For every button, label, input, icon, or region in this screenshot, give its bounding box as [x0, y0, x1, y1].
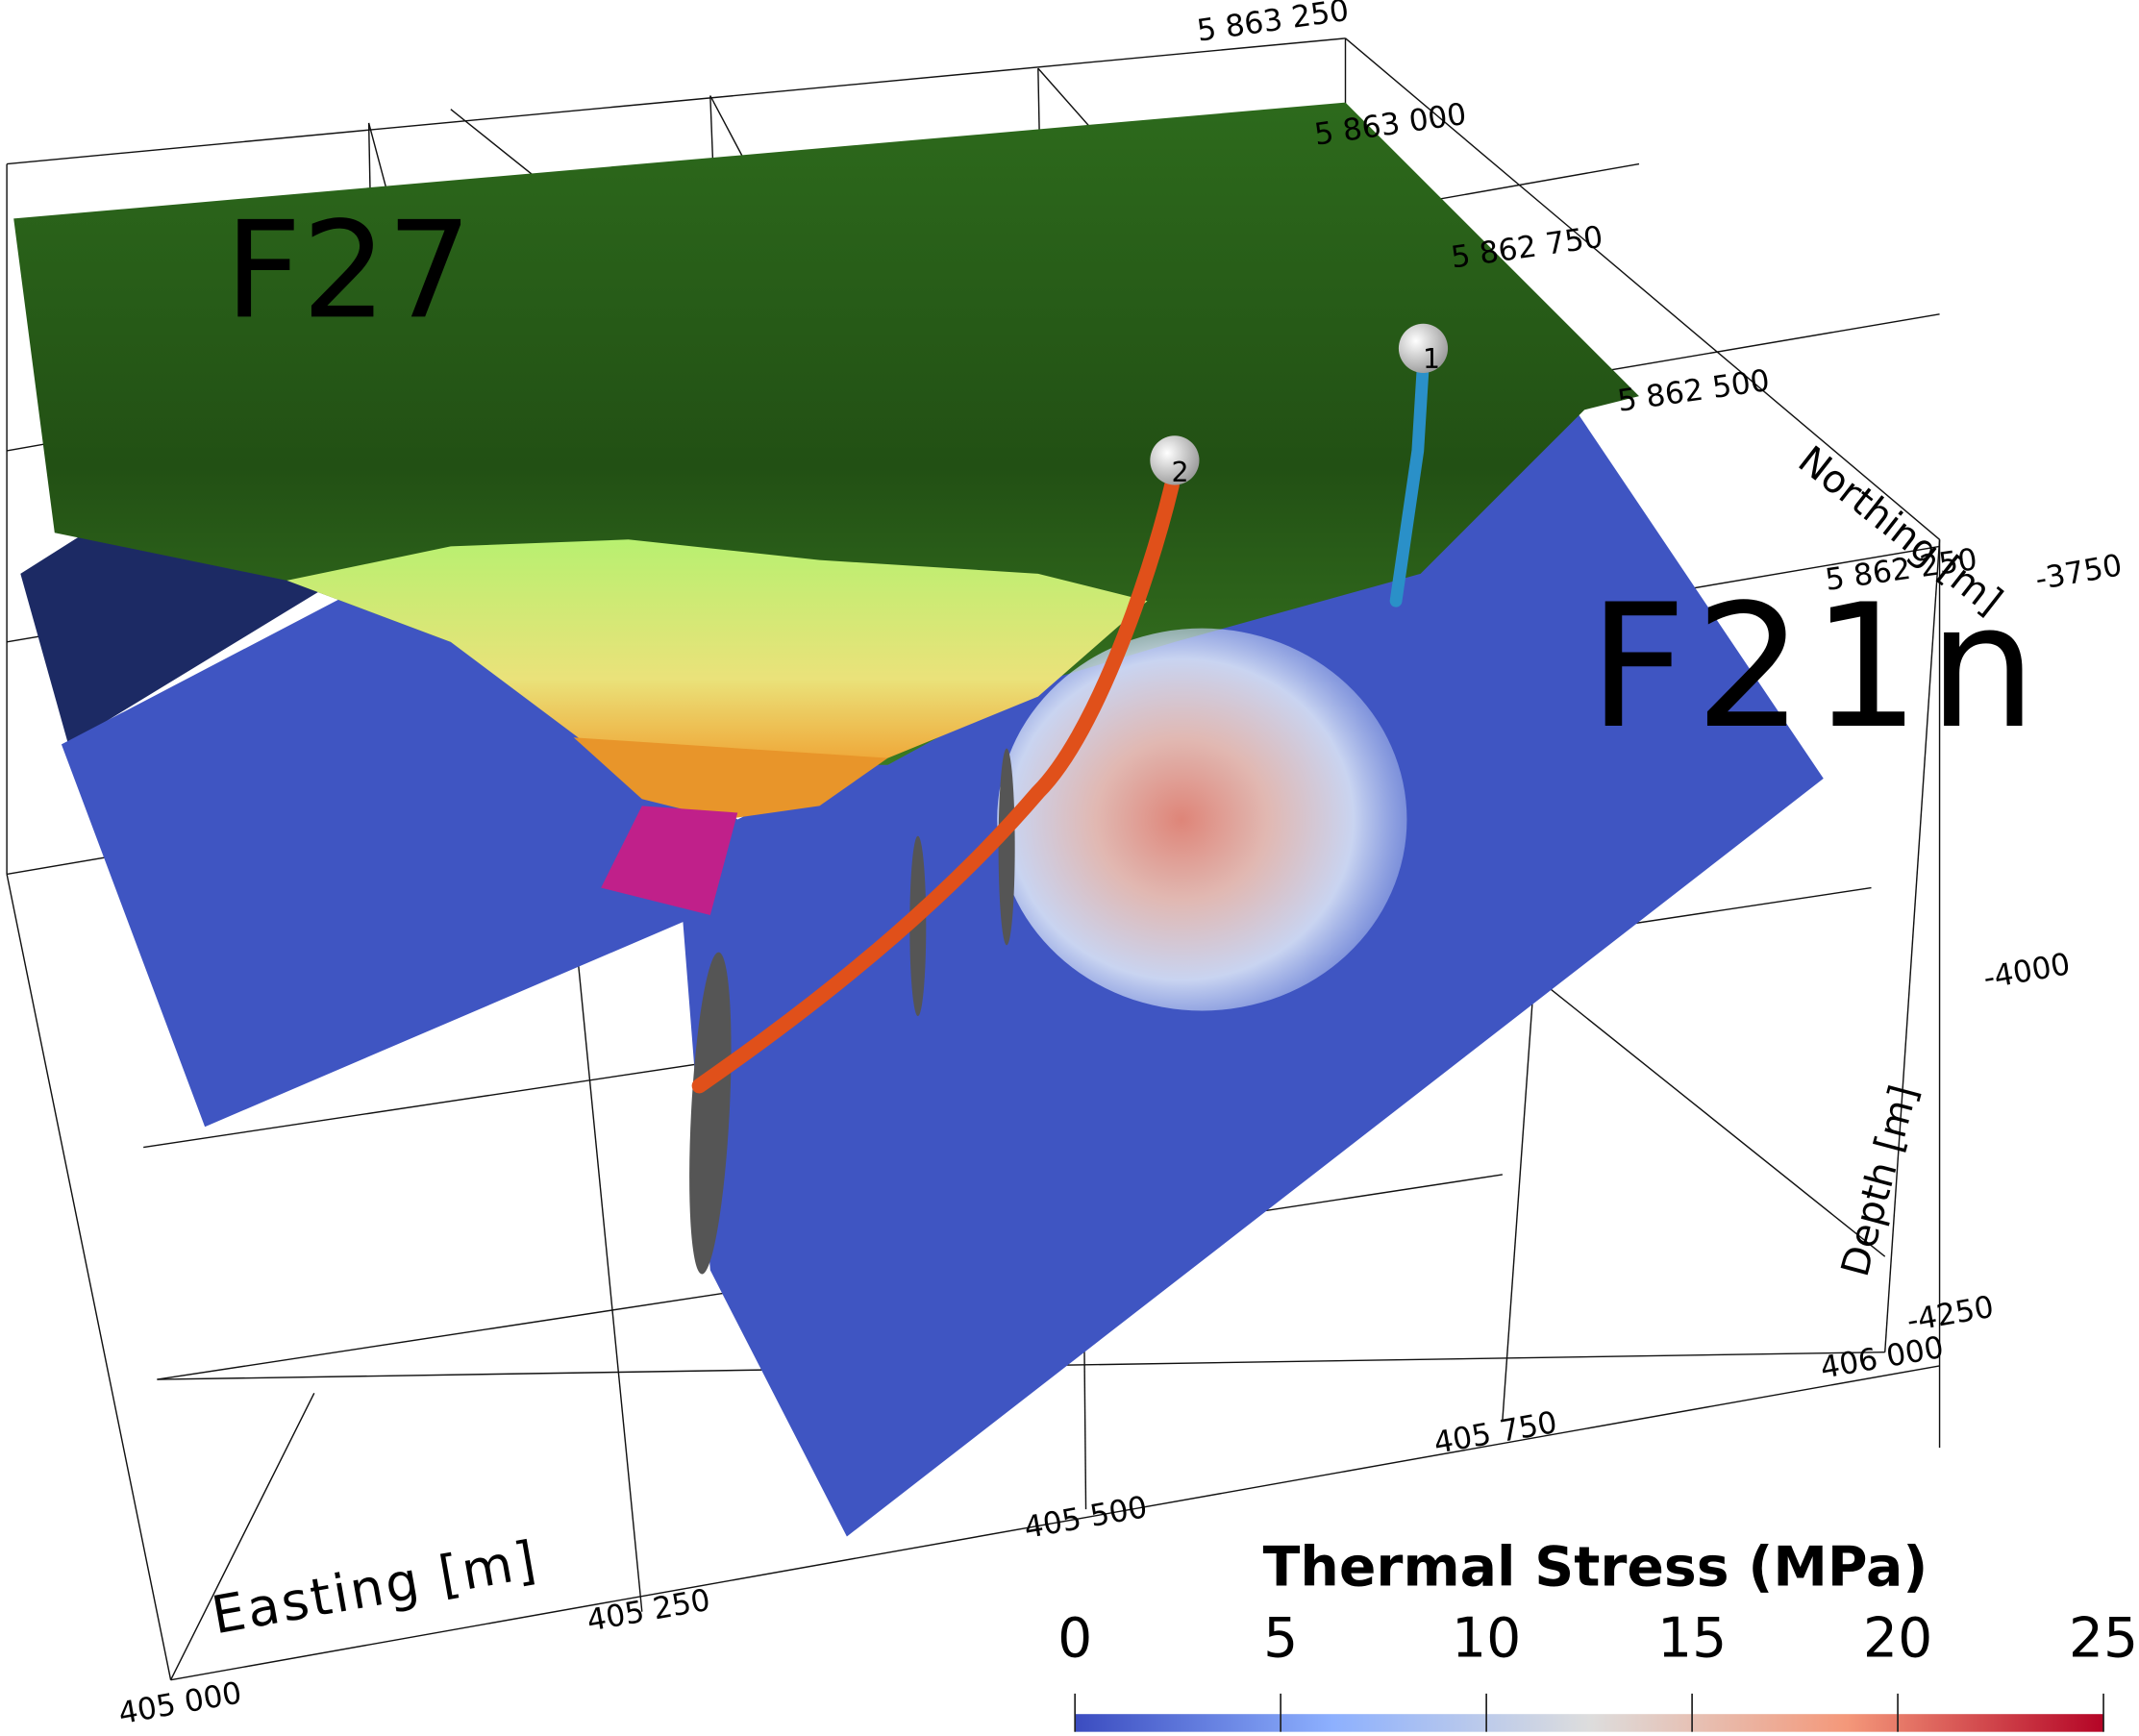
axis-tick-label: -4000: [1980, 947, 2073, 996]
box-edge: [7, 37, 1346, 165]
box-edge: [565, 846, 643, 1612]
well-2-path: [691, 477, 1180, 1094]
fault-f21n-plane: [61, 403, 1824, 1537]
axis-tick-label: 405 750: [1431, 1405, 1560, 1461]
axis-title: Depth [m]: [1833, 1080, 1927, 1281]
box-edge: [170, 1365, 1940, 1681]
fracture-2: [909, 835, 927, 1017]
axis-tick-label: 5 863 250: [1195, 0, 1352, 49]
colorbar-tick-label: 15: [1657, 1607, 1727, 1671]
box-edge: [1884, 539, 1941, 1352]
well-1-path: [1389, 356, 1430, 608]
colorbar-tick-label: 10: [1452, 1607, 1521, 1671]
colorbar: Thermal Stress (MPa) 0 5 10 15 20 25: [1057, 1536, 2138, 1732]
axis-tick-label: -4250: [1904, 1290, 1997, 1339]
magenta-body: [601, 806, 738, 916]
axis-tick-label: -3750: [2032, 548, 2125, 597]
well-1-head: [1398, 323, 1449, 373]
axis-tick-label: 5 862 750: [1449, 220, 1605, 276]
thermal-plume: [997, 628, 1407, 1011]
fault-label: F27: [225, 192, 472, 348]
axis-tick-label: 405 250: [584, 1583, 713, 1639]
well-label: 2: [1172, 457, 1189, 488]
fault-label: F21n: [1588, 567, 2045, 766]
axis-title: Easting [m]: [208, 1529, 543, 1647]
fracture-1: [689, 952, 732, 1275]
colorbar-tick-label: 5: [1263, 1607, 1298, 1671]
colorbar-tick-label: 20: [1863, 1607, 1932, 1671]
geology: [13, 102, 1824, 1537]
axis-tick-label: 5 862 500: [1615, 363, 1772, 419]
reservoir-lower: [573, 737, 888, 820]
colorbar-title: Thermal Stress (MPa): [1263, 1536, 1928, 1600]
well-label: 1: [1423, 343, 1440, 375]
box-edge: [1345, 37, 1941, 540]
well-2-head: [1150, 435, 1200, 485]
axis-tick-label: 406 000: [1818, 1330, 1947, 1386]
axis-tick-label: 405 000: [116, 1675, 245, 1731]
box-edge: [169, 1392, 315, 1680]
box-edge: [6, 874, 172, 1680]
colorbar-tick-label: 0: [1057, 1607, 1092, 1671]
fracture-3: [998, 748, 1015, 946]
reservoir-layer: [286, 539, 1148, 772]
colorbar-gradient: [1075, 1714, 2104, 1732]
colorbar-tick-label: 25: [2069, 1607, 2138, 1671]
